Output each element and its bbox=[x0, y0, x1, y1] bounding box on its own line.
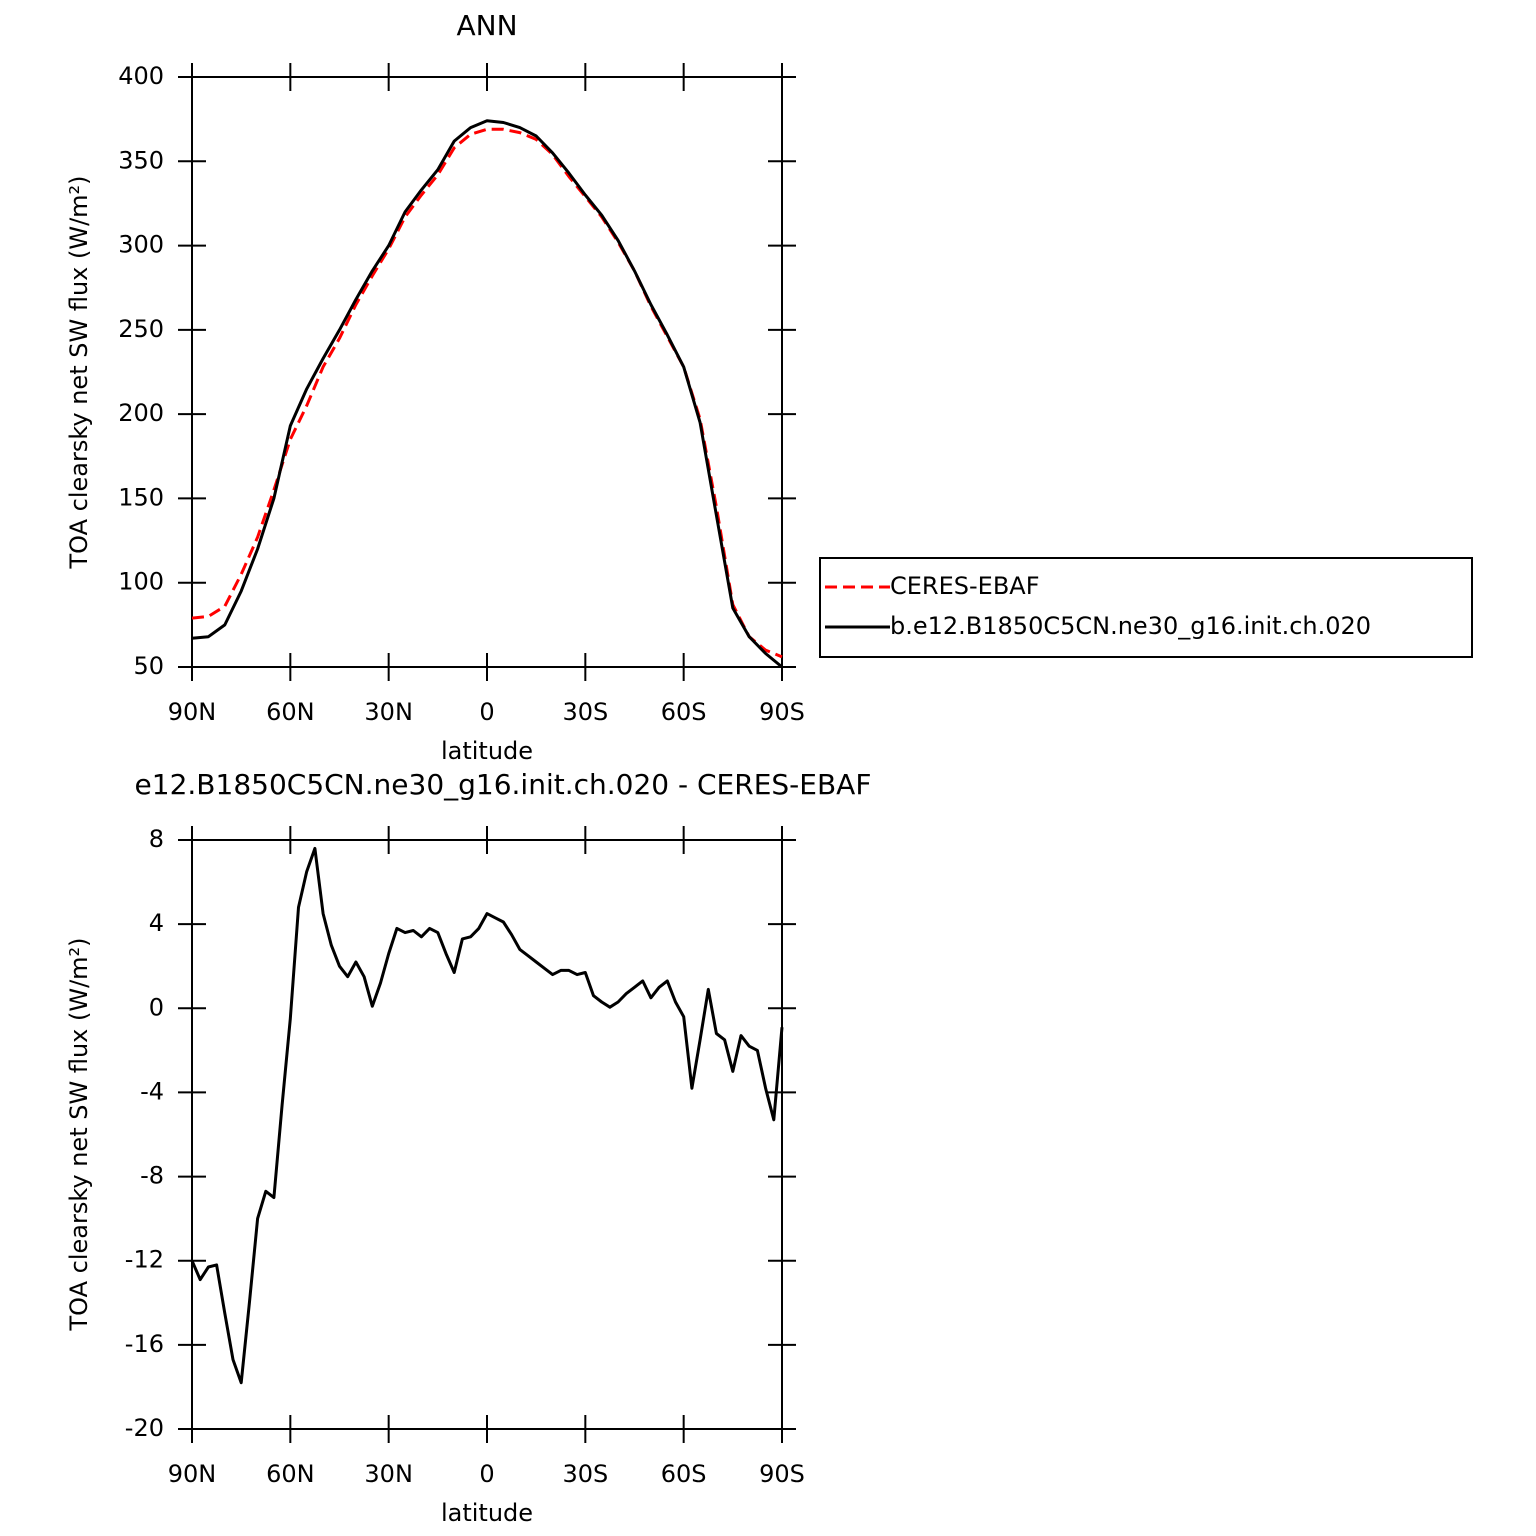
plot-frame bbox=[191, 76, 783, 668]
x-axis-label: latitude bbox=[441, 1499, 533, 1527]
x-tick-label: 0 bbox=[479, 698, 494, 726]
x-axis-label: latitude bbox=[441, 737, 533, 765]
x-tick-label: 60N bbox=[266, 1460, 315, 1488]
x-tick-label: 60S bbox=[661, 1460, 707, 1488]
legend-box bbox=[819, 557, 1473, 658]
y-tick-label: 100 bbox=[118, 568, 164, 596]
y-tick-label: -12 bbox=[125, 1246, 164, 1274]
x-tick-label: 90N bbox=[168, 1460, 217, 1488]
chart-title: ANN bbox=[456, 9, 517, 42]
y-tick-label: -4 bbox=[140, 1077, 164, 1105]
y-axis-label: TOA clearsky net SW flux (W/m²) bbox=[65, 175, 93, 569]
y-tick-label: 150 bbox=[118, 483, 164, 511]
y-tick-label: 350 bbox=[118, 146, 164, 174]
y-tick-label: -16 bbox=[125, 1330, 164, 1358]
x-tick-label: 30N bbox=[364, 698, 413, 726]
y-tick-label: 400 bbox=[118, 62, 164, 90]
chart-title: e12.B1850C5CN.ne30_g16.init.ch.020 - CER… bbox=[135, 768, 872, 801]
x-tick-label: 30N bbox=[364, 1460, 413, 1488]
y-tick-label: 4 bbox=[149, 909, 164, 937]
y-tick-label: 200 bbox=[118, 399, 164, 427]
y-axis-label: TOA clearsky net SW flux (W/m²) bbox=[65, 937, 93, 1331]
y-tick-label: 50 bbox=[133, 652, 164, 680]
x-tick-label: 0 bbox=[479, 1460, 494, 1488]
y-tick-label: 250 bbox=[118, 315, 164, 343]
y-tick-label: 8 bbox=[149, 825, 164, 853]
y-tick-label: 300 bbox=[118, 231, 164, 259]
x-tick-label: 60S bbox=[661, 698, 707, 726]
legend-label: b.e12.B1850C5CN.ne30_g16.init.ch.020 bbox=[890, 612, 1371, 640]
data-line bbox=[191, 119, 783, 669]
x-tick-label: 90N bbox=[168, 698, 217, 726]
y-tick-label: 0 bbox=[149, 993, 164, 1021]
x-tick-label: 90S bbox=[759, 1460, 805, 1488]
x-tick-label: 30S bbox=[562, 1460, 608, 1488]
legend-label: CERES-EBAF bbox=[890, 572, 1040, 600]
data-line bbox=[191, 127, 783, 659]
x-tick-label: 30S bbox=[562, 698, 608, 726]
y-tick-label: -8 bbox=[140, 1162, 164, 1190]
x-tick-label: 90S bbox=[759, 698, 805, 726]
x-tick-label: 60N bbox=[266, 698, 315, 726]
y-tick-label: -20 bbox=[125, 1414, 164, 1442]
data-line bbox=[190, 846, 784, 1385]
